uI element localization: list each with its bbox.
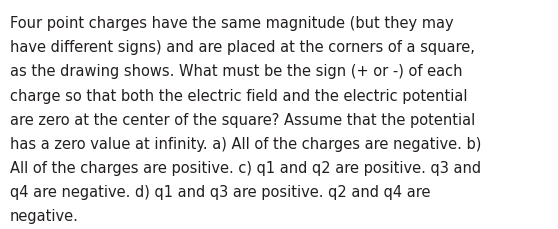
- Text: negative.: negative.: [10, 208, 79, 223]
- Text: Four point charges have the same magnitude (but they may: Four point charges have the same magnitu…: [10, 16, 454, 31]
- Text: as the drawing shows. What must be the sign (+ or -) of each: as the drawing shows. What must be the s…: [10, 64, 463, 79]
- Text: q4 are negative. d) q1 and q3 are positive. q2 and q4 are: q4 are negative. d) q1 and q3 are positi…: [10, 184, 431, 199]
- Text: are zero at the center of the square? Assume that the potential: are zero at the center of the square? As…: [10, 112, 475, 127]
- Text: All of the charges are positive. c) q1 and q2 are positive. q3 and: All of the charges are positive. c) q1 a…: [10, 160, 481, 175]
- Text: charge so that both the electric field and the electric potential: charge so that both the electric field a…: [10, 88, 468, 103]
- Text: have different signs) and are placed at the corners of a square,: have different signs) and are placed at …: [10, 40, 475, 55]
- Text: has a zero value at infinity. a) All of the charges are negative. b): has a zero value at infinity. a) All of …: [10, 136, 482, 151]
